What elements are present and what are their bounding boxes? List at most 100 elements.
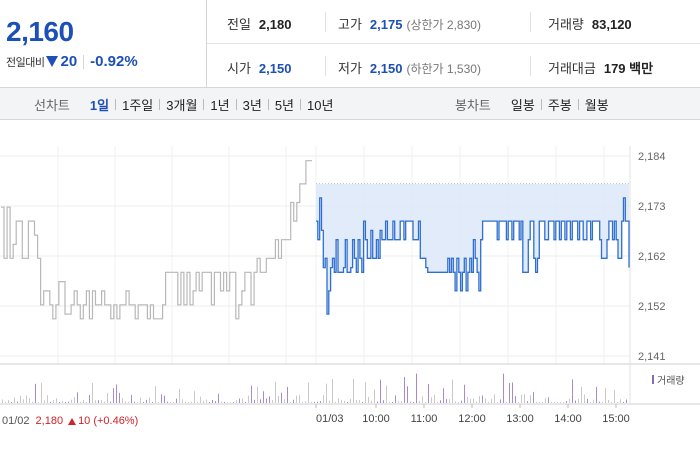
volume-bar [446,399,447,403]
volume-bar [11,401,12,403]
volume-bar [236,400,237,403]
volume-legend-label: 거래량 [657,376,685,387]
stat-value: 2,180 [258,17,292,32]
volume-bar [620,399,621,403]
stat-open: 시가 2,150 [227,58,291,77]
volume-bar [230,401,231,403]
chart-tab-bar: 선차트 1일 1주일 3개월 1년 3년 5년 10년 봉차트 일봉 주봉 월봉 [0,88,700,120]
tab-separator [203,98,205,110]
volume-bar [233,401,234,403]
volume-bar [269,396,270,403]
volume-bar [149,397,150,403]
volume-bar [287,386,288,403]
volume-bar [83,399,84,403]
tab-1d[interactable]: 1일 [89,97,110,113]
tab-separator [267,98,269,110]
volume-bar [587,398,588,403]
volume-bar [290,401,291,403]
volume-bar [275,381,276,403]
volume-bar [554,401,555,403]
tab-1w[interactable]: 1주일 [122,97,154,113]
volume-bar [248,395,249,403]
x-tick-label: 01/03 [316,413,344,425]
volume-bar [395,395,396,403]
volume-bar [296,395,297,403]
volume-bar [539,401,540,403]
volume-bar [572,379,573,403]
volume-bar [134,401,135,403]
price-chart: 2,184 2,173 2,162 2,152 2,141 01/03 10:00 11:00… [0,121,700,450]
tab-daily[interactable]: 일봉 [510,97,535,113]
volume-bar [263,391,264,403]
volume-bar [533,391,534,403]
volume-bar [5,401,6,403]
volume-bar [551,401,552,403]
volume-bar [173,401,174,403]
volume-bar [386,385,387,403]
volume-bar [509,382,510,403]
tab-weekly[interactable]: 주봉 [547,97,572,113]
volume-bar [575,400,576,403]
volume-bar [146,399,147,403]
volume-bar [254,399,255,403]
stat-value: 83,120 [591,17,632,32]
volume-bar [608,399,609,403]
volume-bar [323,395,324,403]
volume-bar [44,400,45,403]
y-tick-label: 2,141 [638,351,666,363]
chart-canvas: 2,184 2,173 2,162 2,152 2,141 01/03 10:00 11:00… [0,146,700,425]
volume-bar [407,386,408,403]
stat-label: 고가 [338,17,362,32]
volume-bar [176,398,177,403]
up-triangle-icon [68,417,77,425]
y-tick-label: 2,162 [638,251,666,263]
volume-bar [32,401,33,403]
volume-bar [500,399,501,403]
x-tick-label: 13:00 [506,413,534,425]
tab-1y[interactable]: 1년 [210,97,230,113]
volume-bar [194,391,195,403]
x-tick-label: 15:00 [602,413,630,425]
volume-bar [158,401,159,403]
volume-bar [545,398,546,403]
volume-bar [293,399,294,403]
volume-bar [473,398,474,403]
volume-bar [47,395,48,403]
stats-panel: 전일 2,180 고가 2,175 (상한가 2,830) 거래량 83,120 시가 2… [207,0,700,88]
candle-chart-title: 봉차트 [455,97,491,113]
tab-monthly[interactable]: 월봉 [584,97,609,113]
volume-bar [8,400,9,403]
volume-bar [626,399,627,403]
volume-bar [221,401,222,403]
volume-bar [29,398,30,403]
volume-bar [242,398,243,403]
volume-bar [140,397,141,403]
volume-bar [26,395,27,403]
volume-bar [74,397,75,403]
volume-bar [419,400,420,403]
volume-bar [602,401,603,403]
volume-bar [332,379,333,403]
tab-5y[interactable]: 5년 [274,97,295,113]
volume-bar [506,401,507,403]
tab-separator [235,98,237,110]
volume-bar [389,401,390,403]
volume-bar [215,401,216,403]
volume-bar [23,399,24,403]
volume-bar [131,394,132,403]
volume-bar [521,394,522,403]
volume-bar [548,397,549,403]
volume-bar [422,396,423,403]
tab-3y[interactable]: 3년 [242,97,262,113]
volume-bar [188,401,189,403]
volume-bar [530,395,531,403]
tab-3m[interactable]: 3개월 [166,97,198,113]
stats-row-2: 시가 2,150 저가 2,150 (하한가 1,530) 거래대금 179 백만 [207,44,700,88]
x-tick-label: 14:00 [554,413,582,425]
stat-prev-close: 전일 2,180 [227,14,291,33]
volume-bar [359,400,360,403]
volume-bar [413,401,414,403]
volume-bar [404,377,405,403]
tab-10y[interactable]: 10년 [307,97,334,113]
stat-label: 저가 [338,61,362,76]
